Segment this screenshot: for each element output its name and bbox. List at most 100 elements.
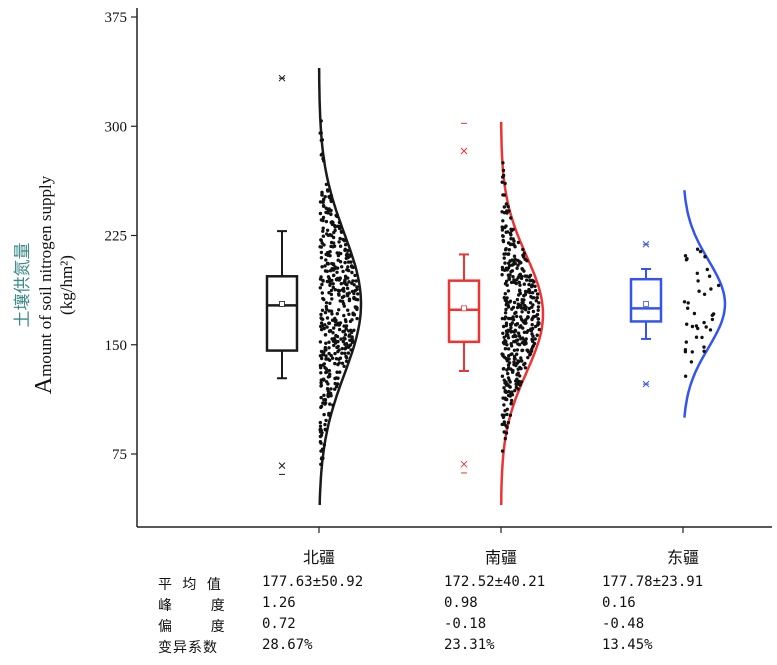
data-point xyxy=(501,239,506,244)
data-point xyxy=(326,253,330,257)
data-point xyxy=(503,311,508,315)
data-point xyxy=(535,333,539,337)
data-point xyxy=(505,412,509,417)
stats-cell: 0.16 xyxy=(602,595,636,611)
data-point xyxy=(511,275,515,279)
data-point xyxy=(502,420,506,424)
data-point xyxy=(331,331,335,335)
data-point xyxy=(704,325,708,329)
data-point xyxy=(339,282,343,286)
data-point xyxy=(356,292,360,296)
data-point xyxy=(703,255,707,259)
data-point xyxy=(513,357,517,361)
data-point xyxy=(327,321,331,325)
data-point xyxy=(326,375,331,379)
data-point xyxy=(334,357,339,361)
data-point xyxy=(500,265,505,270)
data-point xyxy=(346,255,350,260)
data-point xyxy=(318,245,322,249)
data-point xyxy=(318,340,323,344)
data-point xyxy=(325,188,330,192)
data-point xyxy=(500,225,504,229)
data-point xyxy=(344,276,348,280)
data-point xyxy=(524,318,528,322)
data-point xyxy=(515,352,519,356)
data-point xyxy=(702,292,707,296)
data-point xyxy=(506,363,511,367)
stats-row: 偏 度 0.72 -0.18 -0.48 xyxy=(0,616,777,636)
data-point xyxy=(689,360,694,364)
data-point xyxy=(322,393,326,397)
data-point xyxy=(327,329,332,333)
data-point xyxy=(318,430,323,434)
data-point xyxy=(509,402,513,406)
data-point xyxy=(509,326,513,330)
data-point xyxy=(501,340,506,345)
data-point xyxy=(331,403,335,407)
stats-cell: 0.72 xyxy=(262,616,296,632)
data-point xyxy=(523,292,528,297)
data-point xyxy=(512,278,516,282)
data-point xyxy=(334,385,339,389)
data-point xyxy=(330,312,334,316)
stats-cell: 23.31% xyxy=(444,637,495,653)
data-point xyxy=(702,345,706,349)
data-point xyxy=(525,259,529,263)
data-point xyxy=(319,366,323,370)
data-point xyxy=(339,230,344,234)
data-point xyxy=(331,263,336,267)
data-point xyxy=(327,276,331,281)
data-point xyxy=(334,318,338,323)
data-point xyxy=(325,316,330,320)
data-point xyxy=(509,352,513,357)
data-point xyxy=(333,341,338,345)
data-point xyxy=(319,371,323,375)
data-point xyxy=(500,374,505,378)
data-point xyxy=(516,387,520,391)
data-point xyxy=(519,358,523,363)
data-point xyxy=(340,361,345,365)
x-tick-label: 北疆 xyxy=(303,548,335,567)
data-point xyxy=(320,282,324,287)
data-point xyxy=(692,311,697,316)
data-point xyxy=(507,300,512,304)
data-point xyxy=(346,260,351,264)
data-point xyxy=(517,334,521,338)
data-point xyxy=(507,316,511,321)
data-point xyxy=(504,202,509,206)
box-mean-marker xyxy=(279,301,285,307)
data-point xyxy=(321,278,325,283)
data-point xyxy=(504,266,509,270)
stats-cell: 1.26 xyxy=(262,595,296,611)
data-point xyxy=(519,317,524,322)
data-point xyxy=(519,356,523,360)
data-point xyxy=(503,389,507,393)
data-point xyxy=(518,291,523,296)
data-point xyxy=(513,257,517,261)
data-point xyxy=(501,175,505,179)
data-point xyxy=(702,320,706,325)
data-point xyxy=(319,218,324,222)
data-point xyxy=(516,367,520,371)
data-point xyxy=(534,299,538,303)
data-point xyxy=(501,193,505,197)
data-point xyxy=(334,333,338,338)
data-point xyxy=(506,241,511,245)
data-point xyxy=(319,327,324,332)
data-point xyxy=(523,366,528,370)
data-point xyxy=(330,267,334,271)
data-point xyxy=(323,333,328,337)
data-point xyxy=(517,259,521,264)
data-point xyxy=(319,395,323,400)
data-point xyxy=(321,204,326,208)
density-curve xyxy=(499,121,545,506)
data-point xyxy=(516,302,520,306)
data-point xyxy=(514,363,518,368)
data-point xyxy=(349,264,354,268)
data-point xyxy=(522,269,526,273)
data-point xyxy=(501,161,505,165)
data-point xyxy=(348,319,353,324)
data-point xyxy=(328,358,332,362)
data-point xyxy=(515,297,520,302)
data-point xyxy=(327,391,331,395)
